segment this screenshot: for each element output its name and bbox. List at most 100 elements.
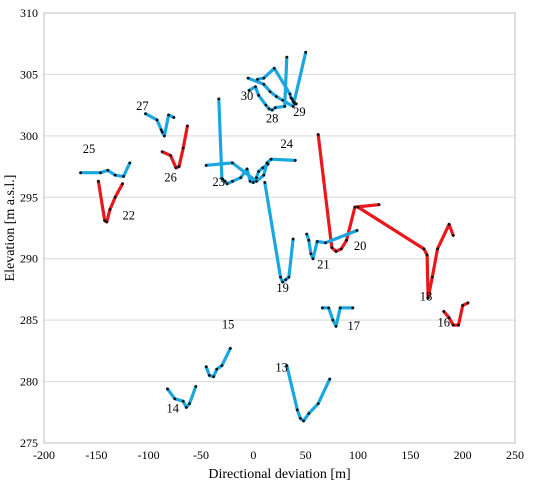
data-point-21	[305, 232, 309, 236]
series-line-19	[263, 180, 295, 284]
data-point-16	[451, 323, 455, 327]
series-line-25	[78, 161, 132, 178]
data-point-21	[309, 252, 313, 256]
data-point-22	[108, 208, 112, 211]
data-point-19	[291, 237, 295, 241]
data-point-20	[339, 247, 343, 251]
data-point-30	[288, 92, 292, 96]
data-point-14	[194, 385, 198, 388]
data-point-24	[265, 161, 269, 165]
data-point-23	[217, 97, 221, 101]
series-label-20: 20	[354, 239, 367, 253]
x-tick-label: 50	[300, 448, 312, 462]
series-label-25: 25	[83, 142, 96, 156]
data-point-28	[254, 85, 257, 89]
data-point-30	[294, 102, 298, 106]
tick-labels: -200 -150 -100 -50 0 50 100 150 200 250 275 280 285 2…	[20, 6, 524, 462]
series-label-27: 27	[136, 99, 149, 113]
data-point-25	[106, 168, 110, 172]
x-tick-label: -100	[138, 448, 160, 462]
x-tick-label: 250	[506, 448, 524, 462]
data-point-25	[113, 173, 117, 177]
data-point-20	[345, 238, 348, 242]
data-point-27	[159, 128, 163, 132]
data-point-29	[268, 90, 272, 94]
data-point-19	[287, 275, 291, 279]
data-point-13	[299, 417, 302, 420]
y-tick-label: 280	[20, 375, 38, 389]
data-point-18	[356, 205, 360, 209]
data-point-26	[174, 166, 178, 170]
data-point-20	[330, 246, 334, 250]
plot-area-frame	[43, 12, 516, 444]
data-point-16	[447, 316, 451, 320]
data-point-20	[316, 133, 320, 137]
data-point-30	[256, 77, 259, 81]
x-tick-label: 100	[349, 448, 367, 462]
data-point-13	[328, 377, 332, 381]
data-point-16	[457, 323, 460, 327]
series-line-14	[165, 384, 198, 409]
data-point-19	[263, 181, 267, 184]
x-tick-label: -200	[33, 448, 55, 462]
data-point-27	[144, 112, 147, 116]
data-point-23	[223, 179, 227, 183]
series-line-18	[356, 205, 455, 300]
data-point-24	[293, 159, 297, 162]
series-label-19: 19	[276, 281, 289, 295]
data-point-20	[353, 205, 357, 209]
data-point-26	[177, 165, 181, 168]
data-point-29	[262, 82, 266, 86]
data-point-15	[204, 365, 208, 369]
x-tick-label: -150	[85, 448, 107, 462]
y-tick-label: 310	[20, 6, 38, 20]
data-point-28	[247, 89, 251, 92]
series-label-30: 30	[241, 89, 254, 103]
data-point-23	[220, 177, 224, 181]
data-point-29	[281, 98, 285, 102]
data-point-30	[262, 76, 266, 80]
y-axis-title: Elevation [m a.s.l.]	[3, 175, 18, 282]
data-point-19	[281, 280, 285, 284]
x-tick-label: 0	[250, 448, 256, 462]
series-label-18: 18	[420, 289, 433, 303]
data-point-23	[225, 182, 229, 186]
data-point-21	[315, 240, 319, 243]
data-point-17	[327, 306, 331, 310]
series-line-26	[160, 124, 189, 170]
data-point-22	[113, 195, 117, 199]
data-point-28	[257, 93, 260, 97]
axes	[43, 12, 516, 444]
data-point-25	[99, 171, 102, 175]
data-point-26	[169, 154, 173, 157]
data-point-18	[447, 222, 451, 226]
data-point-27	[167, 113, 170, 117]
y-tick-label: 305	[20, 67, 38, 81]
data-point-26	[160, 150, 164, 154]
data-point-28	[273, 106, 277, 109]
data-point-15	[207, 374, 211, 377]
data-point-23	[245, 167, 249, 171]
y-tick-label: 285	[20, 313, 38, 327]
series-line-15	[204, 346, 232, 379]
data-point-13	[295, 408, 299, 412]
data-point-28	[264, 103, 268, 107]
series-label-29: 29	[293, 105, 306, 119]
data-point-14	[173, 397, 177, 401]
data-point-24	[255, 179, 258, 183]
data-point-30	[272, 66, 276, 70]
y-tick-label: 295	[20, 190, 38, 204]
data-point-23	[257, 170, 260, 173]
data-point-18	[436, 247, 439, 251]
data-point-23	[255, 176, 258, 180]
data-point-17	[351, 306, 355, 310]
data-point-18	[422, 247, 426, 251]
data-point-25	[122, 175, 125, 178]
data-point-27	[155, 118, 159, 122]
data-point-15	[215, 367, 219, 371]
data-point-18	[451, 233, 455, 237]
series-label-14: 14	[166, 401, 179, 415]
data-point-13	[285, 364, 289, 367]
data-point-24	[204, 163, 208, 167]
data-point-18	[426, 296, 430, 300]
